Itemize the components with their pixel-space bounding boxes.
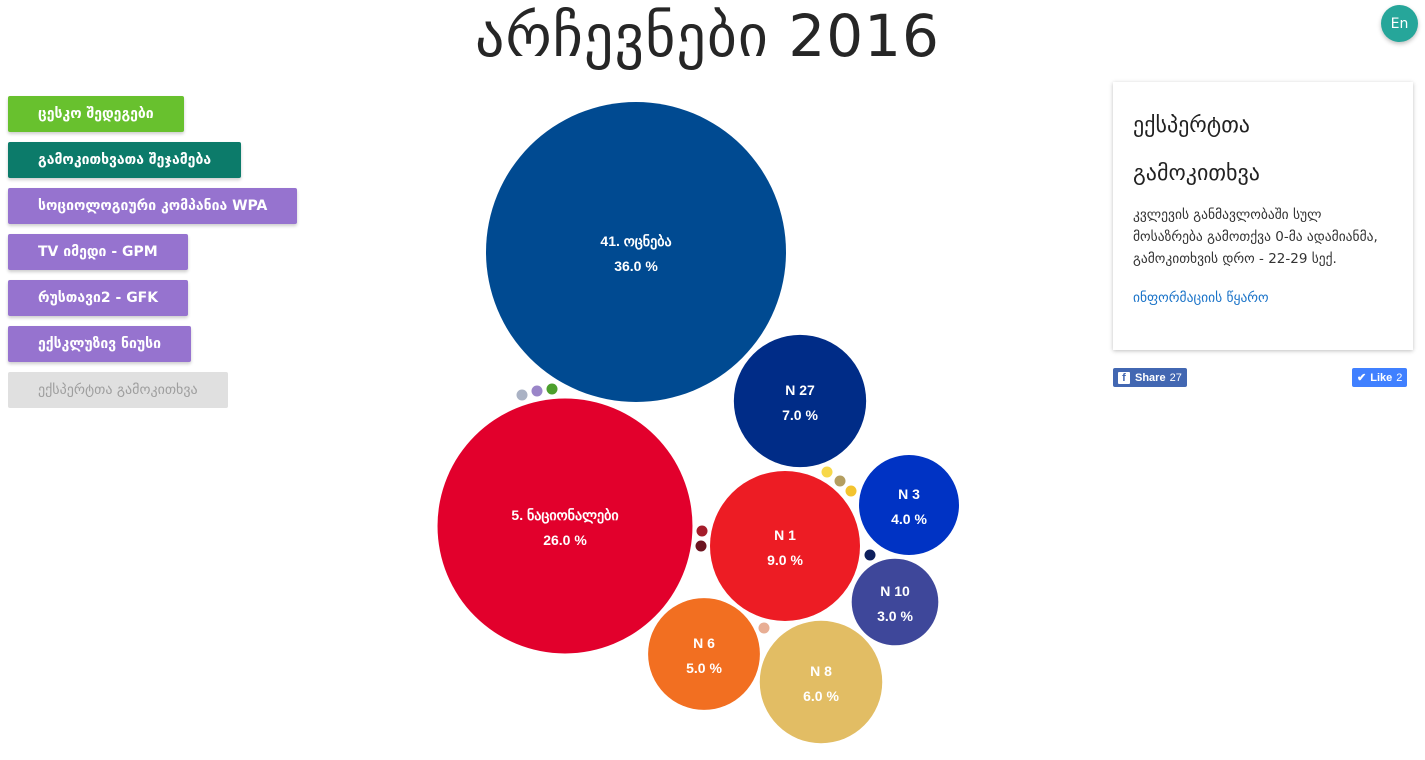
like-label: Like xyxy=(1370,371,1393,384)
bubble-6[interactable] xyxy=(648,598,760,710)
sidebar-item-rustavi2-gfk[interactable]: რუსთავი2 - GFK xyxy=(8,280,189,316)
info-card: ექსპერტთა გამოკითხვა კვლევის განმავლობაშ… xyxy=(1113,82,1413,350)
bubble-value-label: 3.0 % xyxy=(877,608,913,624)
sidebar-item-exclusive-news[interactable]: ექსკლუზივ ნიუსი xyxy=(8,326,191,362)
bubble-5[interactable] xyxy=(759,620,883,744)
small-party-dot[interactable] xyxy=(845,485,857,497)
sidebar-item-wpa[interactable]: სოციოლოგიური კომპანია WPA xyxy=(8,188,298,224)
small-party-dot[interactable] xyxy=(758,622,770,634)
bubble-value-label: 4.0 % xyxy=(891,511,927,527)
small-party-dot[interactable] xyxy=(546,383,558,395)
bubble-name-label: 5. ნაციონალები xyxy=(511,507,618,524)
like-count: 2 xyxy=(1396,371,1403,384)
bubble-7[interactable] xyxy=(859,455,959,555)
bubble-name-label: N 6 xyxy=(693,635,715,651)
sidebar-item-imedi-gpm[interactable]: TV იმედი - GPM xyxy=(8,234,188,270)
bubble-value-label: 5.0 % xyxy=(686,660,722,676)
small-party-dot[interactable] xyxy=(864,549,876,561)
small-party-dot[interactable] xyxy=(531,385,543,397)
small-party-dot[interactable] xyxy=(834,475,846,487)
bubble-value-label: 36.0 % xyxy=(614,258,658,274)
sidebar-nav: ცესკო შედეგები გამოკითხვათა შეჯამება სოც… xyxy=(8,96,298,418)
bubble-8[interactable] xyxy=(851,558,939,646)
small-party-dot[interactable] xyxy=(695,540,707,552)
small-party-dot[interactable] xyxy=(696,525,708,537)
bubble-2[interactable] xyxy=(437,398,693,654)
bubble-name-label: N 27 xyxy=(785,382,815,398)
bubble-4[interactable] xyxy=(733,334,867,468)
bubble-name-label: N 1 xyxy=(774,527,796,543)
bubble-value-label: 7.0 % xyxy=(782,407,818,423)
bubble-1[interactable] xyxy=(486,102,786,402)
facebook-share-button[interactable]: f Share 27 xyxy=(1113,368,1187,387)
share-count: 27 xyxy=(1169,371,1182,384)
share-label: Share xyxy=(1135,371,1166,384)
bubble-name-label: 41. ოცნება xyxy=(600,233,671,250)
bubble-value-label: 26.0 % xyxy=(543,532,587,548)
bubble-name-label: N 8 xyxy=(810,663,832,679)
language-toggle-button[interactable]: En xyxy=(1381,5,1418,42)
bubble-value-label: 9.0 % xyxy=(767,552,803,568)
bubble-3[interactable] xyxy=(710,471,860,621)
page-title: არჩევნები 2016 xyxy=(475,2,940,70)
sidebar-item-cesko-results[interactable]: ცესკო შედეგები xyxy=(8,96,184,132)
bubble-value-label: 6.0 % xyxy=(803,688,839,704)
small-party-dot[interactable] xyxy=(821,466,833,478)
facebook-like-button[interactable]: ✔ Like 2 xyxy=(1352,368,1408,387)
sidebar-item-polls-summary[interactable]: გამოკითხვათა შეჯამება xyxy=(8,142,242,178)
bubble-name-label: N 10 xyxy=(880,583,910,599)
info-source-link[interactable]: ინფორმაციის წყარო xyxy=(1133,290,1269,306)
bubble-name-label: N 3 xyxy=(898,486,920,502)
check-icon: ✔ xyxy=(1357,372,1367,384)
sidebar-item-expert-survey[interactable]: ექსპერტთა გამოკითხვა xyxy=(8,372,228,408)
bubble-chart: 41. ოცნება 36.0 % 5. ნაციონალები 26.0 % N 1 9… xyxy=(437,102,959,744)
info-card-title: ექსპერტთა გამოკითხვა xyxy=(1133,113,1260,186)
small-party-dot[interactable] xyxy=(516,389,528,401)
info-card-description: კვლევის განმავლობაში სულ მოსაზრება გამოთ… xyxy=(1133,207,1378,267)
facebook-icon: f xyxy=(1118,371,1130,384)
